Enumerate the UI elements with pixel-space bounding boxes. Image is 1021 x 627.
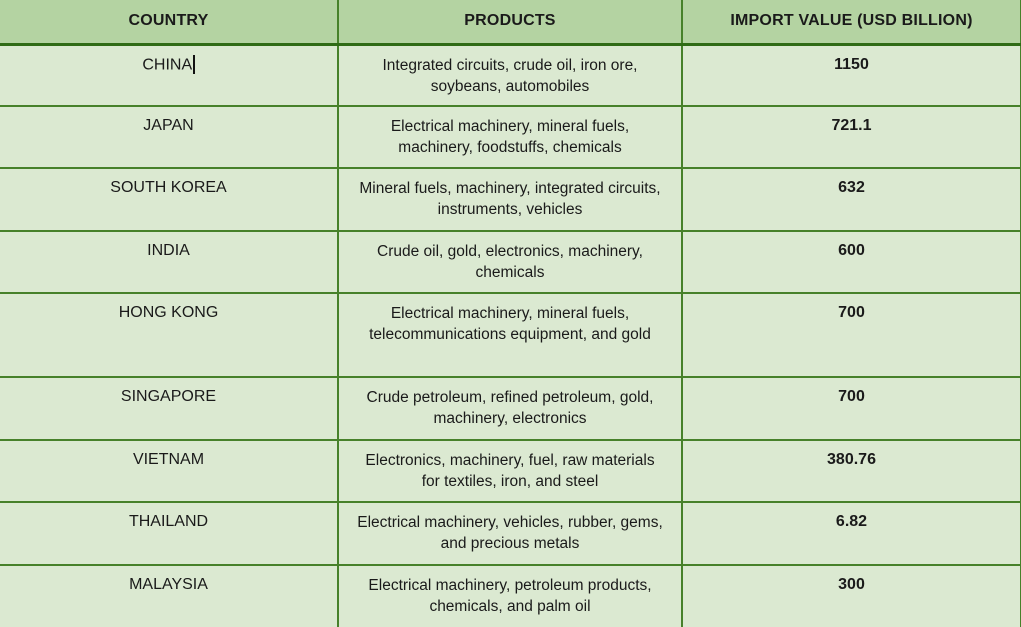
products-cell[interactable]: Electrical machinery, vehicles, rubber, …	[337, 501, 683, 566]
products-cell[interactable]: Electrical machinery, mineral fuels, mac…	[337, 105, 683, 169]
table-row-malaysia: MALAYSIA Electrical machinery, petroleum…	[0, 564, 1021, 627]
country-cell[interactable]: CHINA	[0, 43, 339, 107]
table-row-vietnam: VIETNAM Electronics, machinery, fuel, ra…	[0, 439, 1021, 503]
country-cell[interactable]: INDIA	[0, 230, 339, 294]
value-cell[interactable]: 380.76	[681, 439, 1021, 503]
products-cell[interactable]: Crude oil, gold, electronics, machinery,…	[337, 230, 683, 294]
text-cursor	[193, 54, 195, 74]
col-header-import-value[interactable]: IMPORT VALUE (USD BILLION)	[681, 0, 1021, 46]
products-cell[interactable]: Crude petroleum, refined petroleum, gold…	[337, 376, 683, 441]
value-cell[interactable]: 721.1	[681, 105, 1021, 169]
value-cell[interactable]: 600	[681, 230, 1021, 294]
products-cell[interactable]: Electronics, machinery, fuel, raw materi…	[337, 439, 683, 503]
header-row: COUNTRY PRODUCTS IMPORT VALUE (USD BILLI…	[0, 0, 1021, 46]
value-cell[interactable]: 632	[681, 167, 1021, 232]
country-cell[interactable]: MALAYSIA	[0, 564, 339, 627]
value-cell[interactable]: 700	[681, 376, 1021, 441]
country-cell[interactable]: HONG KONG	[0, 292, 339, 378]
value-cell[interactable]: 700	[681, 292, 1021, 378]
value-cell[interactable]: 300	[681, 564, 1021, 627]
country-cell[interactable]: VIETNAM	[0, 439, 339, 503]
table-row-south-korea: SOUTH KOREA Mineral fuels, machinery, in…	[0, 167, 1021, 232]
table-row-hong-kong: HONG KONG Electrical machinery, mineral …	[0, 292, 1021, 378]
table-row-japan: JAPAN Electrical machinery, mineral fuel…	[0, 105, 1021, 169]
country-cell[interactable]: THAILAND	[0, 501, 339, 566]
value-cell[interactable]: 1150	[681, 43, 1021, 107]
country-cell[interactable]: JAPAN	[0, 105, 339, 169]
value-cell[interactable]: 6.82	[681, 501, 1021, 566]
country-cell[interactable]: SINGAPORE	[0, 376, 339, 441]
products-cell[interactable]: Electrical machinery, petroleum products…	[337, 564, 683, 627]
col-header-country[interactable]: COUNTRY	[0, 0, 339, 46]
products-cell[interactable]: Mineral fuels, machinery, integrated cir…	[337, 167, 683, 232]
table-row-china: CHINA Integrated circuits, crude oil, ir…	[0, 43, 1021, 107]
country-text: CHINA	[142, 56, 193, 74]
products-cell[interactable]: Integrated circuits, crude oil, iron ore…	[337, 43, 683, 107]
country-cell[interactable]: SOUTH KOREA	[0, 167, 339, 232]
table-row-singapore: SINGAPORE Crude petroleum, refined petro…	[0, 376, 1021, 441]
table-row-india: INDIA Crude oil, gold, electronics, mach…	[0, 230, 1021, 294]
products-cell[interactable]: Electrical machinery, mineral fuels, tel…	[337, 292, 683, 378]
col-header-products[interactable]: PRODUCTS	[337, 0, 683, 46]
table-row-thailand: THAILAND Electrical machinery, vehicles,…	[0, 501, 1021, 566]
